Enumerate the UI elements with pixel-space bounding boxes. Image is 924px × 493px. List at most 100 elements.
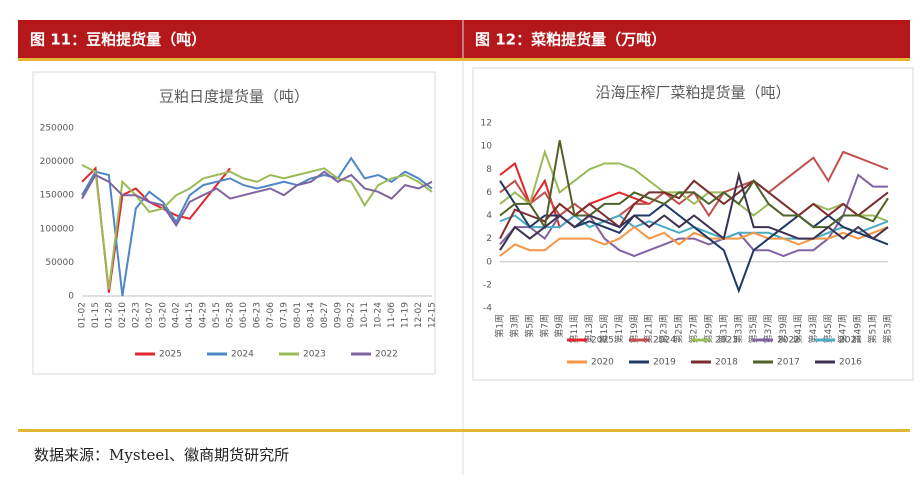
series-line <box>81 166 231 293</box>
x-tick-label: 第21周 <box>643 314 655 343</box>
x-tick-label: 01-28 <box>104 302 114 328</box>
series-line <box>499 161 650 229</box>
series-line <box>499 148 889 223</box>
x-tick-label: 09-22 <box>347 302 357 328</box>
x-tick-label: 第27周 <box>688 314 700 343</box>
legend-label: 2017 <box>777 358 800 368</box>
legend-label: 2024 <box>653 336 676 346</box>
series-line <box>81 170 433 228</box>
x-tick-label: 第13周 <box>583 314 595 343</box>
x-tick-label: 第3周 <box>508 314 520 338</box>
x-tick-label: 04-15 <box>185 302 195 328</box>
legend-label: 2025 <box>159 350 182 360</box>
y-tick-label: 12 <box>481 119 492 129</box>
series-line <box>499 179 889 240</box>
x-tick-label: 第33周 <box>732 314 744 343</box>
y-tick-label: 2 <box>486 234 492 244</box>
legend-label: 2023 <box>715 336 738 346</box>
y-tick-label: 150000 <box>40 191 75 201</box>
x-tick-label: 12-02 <box>414 302 424 328</box>
series-line <box>81 164 433 290</box>
x-tick-label: 02-23 <box>131 302 141 328</box>
series-line <box>499 171 889 251</box>
chart-frame <box>32 71 436 375</box>
x-tick-label: 第53周 <box>882 314 894 343</box>
panel-title: 图 12：菜粕提货量（万吨） <box>475 31 666 49</box>
x-tick-label: 04-02 <box>172 302 182 328</box>
x-tick-label: 04-29 <box>199 302 209 328</box>
x-tick-label: 05-15 <box>212 302 222 328</box>
series-line <box>499 225 889 257</box>
x-tick-label: 第9周 <box>553 314 565 338</box>
x-tick-label: 第7周 <box>538 314 550 338</box>
x-tick-label: 第39周 <box>777 314 789 343</box>
x-tick-label: 第41周 <box>792 314 804 343</box>
x-tick-label: 01-02 <box>78 302 88 328</box>
x-tick-label: 12-15 <box>428 302 438 328</box>
x-tick-label: 10-24 <box>374 302 384 328</box>
y-tick-label: -2 <box>483 280 492 290</box>
chart-title: 沿海压榨厂菜粕提货量（吨） <box>595 84 790 102</box>
x-tick-label: 第11周 <box>568 314 580 343</box>
x-tick-label: 第17周 <box>613 314 625 343</box>
y-tick-label: 0 <box>486 257 492 267</box>
x-tick-label: 第25周 <box>673 314 685 343</box>
legend-label: 2023 <box>303 350 326 360</box>
x-tick-label: 03-07 <box>145 302 155 328</box>
x-tick-label: 07-06 <box>266 302 276 328</box>
legend-label: 2022 <box>777 336 800 346</box>
series-line <box>499 140 889 230</box>
x-tick-label: 01-15 <box>91 302 101 328</box>
x-tick-label: 第29周 <box>702 314 714 343</box>
series-line <box>81 156 433 297</box>
y-tick-label: 6 <box>486 188 492 198</box>
x-tick-label: 第1周 <box>494 314 506 338</box>
x-tick-label: 第19周 <box>628 314 640 343</box>
y-tick-label: 8 <box>486 165 492 175</box>
x-tick-label: 第51周 <box>867 314 879 343</box>
x-tick-label: 第47周 <box>837 314 849 343</box>
x-tick-label: 08-27 <box>320 302 330 328</box>
x-tick-label: 06-23 <box>253 302 263 328</box>
legend-label: 2021 <box>839 336 862 346</box>
header-bar <box>18 20 910 58</box>
legend-label: 2024 <box>231 350 254 360</box>
rule <box>18 58 910 61</box>
x-tick-label: 11-06 <box>387 302 397 328</box>
x-tick-label: 08-01 <box>293 302 303 328</box>
x-tick-label: 08-14 <box>306 302 316 328</box>
source: 数据来源：Mysteel、徽商期货研究所 <box>34 446 289 464</box>
legend-label: 2022 <box>375 350 398 360</box>
y-tick-label: 200000 <box>40 157 75 167</box>
legend-label: 2018 <box>715 358 738 368</box>
x-tick-label: 03-20 <box>158 302 168 328</box>
x-tick-label: 第35周 <box>747 314 759 343</box>
x-tick-label: 10-11 <box>360 302 370 328</box>
legend-label: 2019 <box>653 358 676 368</box>
x-tick-label: 第37周 <box>762 314 774 343</box>
x-tick-label: 第45周 <box>822 314 834 343</box>
x-tick-label: 06-10 <box>239 302 249 328</box>
x-tick-label: 07-19 <box>279 302 289 328</box>
y-tick-label: 4 <box>486 211 492 221</box>
panel-title: 图 11：豆粕提货量（吨） <box>30 31 206 49</box>
x-tick-label: 05-28 <box>226 302 236 328</box>
x-tick-label: 第15周 <box>598 314 610 343</box>
rule <box>18 429 910 432</box>
x-tick-label: 第5周 <box>523 314 535 338</box>
x-tick-label: 02-10 <box>118 302 128 328</box>
x-tick-label: 11-19 <box>401 302 411 328</box>
x-tick-label: 第49周 <box>852 314 864 343</box>
legend-label: 2016 <box>839 358 862 368</box>
x-tick-label: 09-09 <box>333 302 343 328</box>
legend-label: 2020 <box>591 358 614 368</box>
x-tick-label: 第31周 <box>717 314 729 343</box>
legend-label: 2025 <box>591 336 614 346</box>
y-tick-label: 250000 <box>40 124 75 134</box>
y-tick-label: 0 <box>68 292 74 302</box>
y-tick-label: 50000 <box>45 258 74 268</box>
x-tick-label: 第43周 <box>807 314 819 343</box>
y-tick-label: 10 <box>481 142 493 152</box>
y-tick-label: 100000 <box>40 224 75 234</box>
